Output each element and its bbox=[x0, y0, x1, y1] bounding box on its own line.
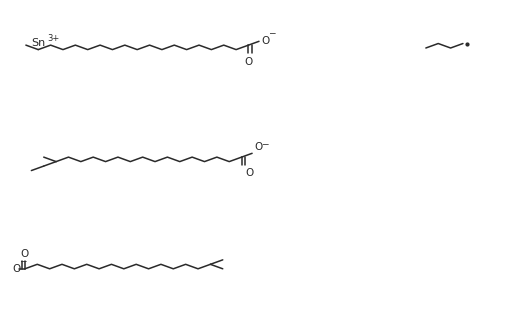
Text: O: O bbox=[13, 264, 21, 274]
Text: −: − bbox=[268, 28, 275, 37]
Text: Sn: Sn bbox=[31, 38, 45, 48]
Text: O: O bbox=[244, 57, 252, 67]
Text: O: O bbox=[261, 36, 269, 46]
Text: −: − bbox=[19, 256, 26, 265]
Text: O: O bbox=[253, 142, 262, 152]
Text: O: O bbox=[21, 249, 29, 259]
Text: O: O bbox=[245, 168, 253, 178]
Text: −: − bbox=[260, 140, 268, 148]
Text: 3+: 3+ bbox=[47, 34, 60, 43]
